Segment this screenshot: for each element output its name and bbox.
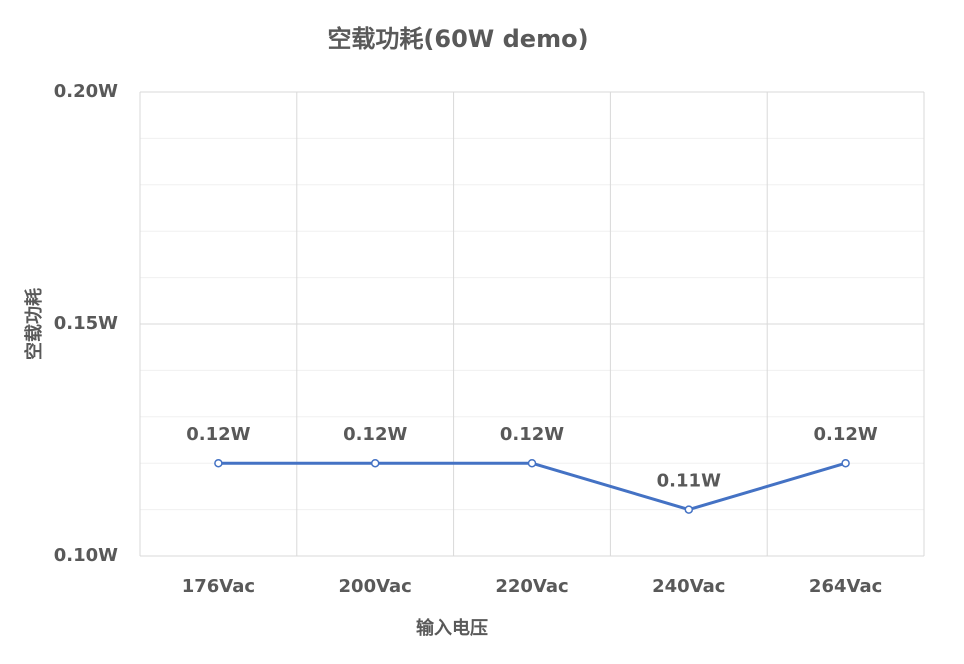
data-label: 0.12W xyxy=(186,424,250,445)
y-axis-label: 空载功耗 xyxy=(23,288,45,360)
data-label: 0.12W xyxy=(343,424,407,445)
y-tick-label: 0.10W xyxy=(54,545,118,566)
chart-title: 空载功耗(60W demo) xyxy=(327,25,588,53)
x-tick-label: 264Vac xyxy=(809,576,882,597)
data-label: 0.12W xyxy=(500,424,564,445)
data-label: 0.11W xyxy=(657,471,721,492)
x-tick-label: 200Vac xyxy=(339,576,412,597)
x-axis-label: 输入电压 xyxy=(416,617,488,639)
data-point xyxy=(527,458,537,468)
x-tick-label: 176Vac xyxy=(182,576,255,597)
y-tick-label: 0.15W xyxy=(54,313,118,334)
data-point xyxy=(841,458,850,468)
y-tick-label: 0.20W xyxy=(54,81,118,102)
data-label: 0.12W xyxy=(813,424,877,445)
data-point xyxy=(370,458,380,468)
data-point xyxy=(684,505,694,514)
x-tick-label: 220Vac xyxy=(495,576,568,597)
data-point xyxy=(214,458,223,468)
x-tick-label: 240Vac xyxy=(652,576,725,597)
